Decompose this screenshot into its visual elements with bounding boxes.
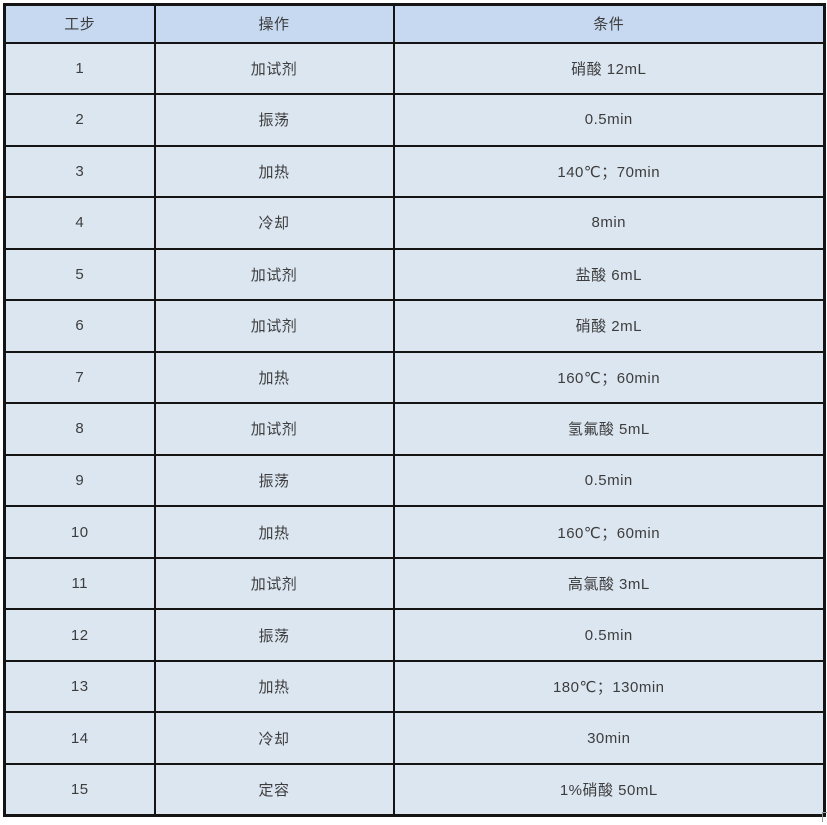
table-row: 6 加试剂 硝酸 2mL (3, 299, 826, 353)
table-row: 11 加试剂 高氯酸 3mL (3, 556, 826, 611)
cell-step: 15 (3, 762, 156, 817)
cell-step: 11 (3, 556, 156, 611)
table-row: 9 振荡 0.5min (3, 453, 826, 508)
table-row: 15 定容 1%硝酸 50mL (3, 762, 826, 817)
procedure-table: 工步 操作 条件 1 加试剂 硝酸 12mL 2 振荡 0.5min 3 加热 140℃；70m… (3, 3, 826, 817)
cell-condition: 1%硝酸 50mL (392, 762, 826, 817)
cell-condition: 0.5min (392, 608, 826, 662)
cell-condition: 8min (392, 196, 826, 250)
cell-operation: 加热 (153, 659, 395, 714)
table-row: 14 冷却 30min (3, 711, 826, 765)
table-body: 1 加试剂 硝酸 12mL 2 振荡 0.5min 3 加热 140℃；70min 4 冷却 8min… (3, 41, 826, 817)
cell-operation: 振荡 (153, 608, 395, 662)
cell-operation: 冷却 (153, 196, 395, 250)
header-row: 工步 操作 条件 (3, 3, 826, 44)
cell-step: 12 (3, 608, 156, 662)
table-row: 3 加热 140℃；70min (3, 144, 826, 199)
cell-condition: 硝酸 2mL (392, 299, 826, 353)
cell-operation: 加热 (153, 350, 395, 405)
cell-condition: 160℃；60min (392, 350, 826, 405)
cell-step: 5 (3, 247, 156, 302)
cell-condition: 30min (392, 711, 826, 765)
table-row: 4 冷却 8min (3, 196, 826, 250)
cell-operation: 振荡 (153, 93, 395, 147)
corner-artifact (822, 812, 827, 822)
cell-operation: 加热 (153, 144, 395, 199)
cell-operation: 加试剂 (153, 556, 395, 611)
cell-operation: 加试剂 (153, 402, 395, 456)
cell-step: 8 (3, 402, 156, 456)
cell-condition: 氢氟酸 5mL (392, 402, 826, 456)
column-header-operation: 操作 (153, 3, 395, 44)
table-row: 5 加试剂 盐酸 6mL (3, 247, 826, 302)
table-row: 7 加热 160℃；60min (3, 350, 826, 405)
cell-condition: 0.5min (392, 453, 826, 508)
table-row: 2 振荡 0.5min (3, 93, 826, 147)
cell-step: 3 (3, 144, 156, 199)
table-row: 10 加热 160℃；60min (3, 505, 826, 559)
cell-step: 1 (3, 41, 156, 96)
table-row: 1 加试剂 硝酸 12mL (3, 41, 826, 96)
cell-step: 14 (3, 711, 156, 765)
column-header-step: 工步 (3, 3, 156, 44)
cell-condition: 160℃；60min (392, 505, 826, 559)
cell-condition: 180℃；130min (392, 659, 826, 714)
cell-operation: 冷却 (153, 711, 395, 765)
cell-operation: 加试剂 (153, 247, 395, 302)
column-header-condition: 条件 (392, 3, 826, 44)
cell-step: 4 (3, 196, 156, 250)
cell-condition: 硝酸 12mL (392, 41, 826, 96)
cell-operation: 加试剂 (153, 41, 395, 96)
cell-step: 10 (3, 505, 156, 559)
cell-step: 2 (3, 93, 156, 147)
cell-operation: 振荡 (153, 453, 395, 508)
table-header: 工步 操作 条件 (3, 3, 826, 44)
cell-condition: 盐酸 6mL (392, 247, 826, 302)
cell-step: 13 (3, 659, 156, 714)
cell-operation: 加热 (153, 505, 395, 559)
cell-step: 7 (3, 350, 156, 405)
cell-operation: 定容 (153, 762, 395, 817)
table-row: 13 加热 180℃；130min (3, 659, 826, 714)
cell-condition: 高氯酸 3mL (392, 556, 826, 611)
cell-condition: 140℃；70min (392, 144, 826, 199)
cell-operation: 加试剂 (153, 299, 395, 353)
cell-step: 6 (3, 299, 156, 353)
table-row: 12 振荡 0.5min (3, 608, 826, 662)
cell-condition: 0.5min (392, 93, 826, 147)
cell-step: 9 (3, 453, 156, 508)
table-row: 8 加试剂 氢氟酸 5mL (3, 402, 826, 456)
